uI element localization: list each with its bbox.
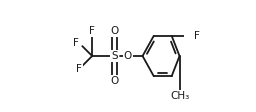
Text: F: F — [73, 38, 79, 48]
Text: F: F — [194, 31, 200, 41]
Text: O: O — [124, 51, 132, 61]
Text: S: S — [111, 51, 118, 61]
Text: CH₃: CH₃ — [170, 91, 189, 101]
Text: F: F — [89, 26, 95, 36]
Text: O: O — [110, 76, 119, 86]
Text: O: O — [110, 26, 119, 36]
Text: F: F — [76, 64, 82, 74]
